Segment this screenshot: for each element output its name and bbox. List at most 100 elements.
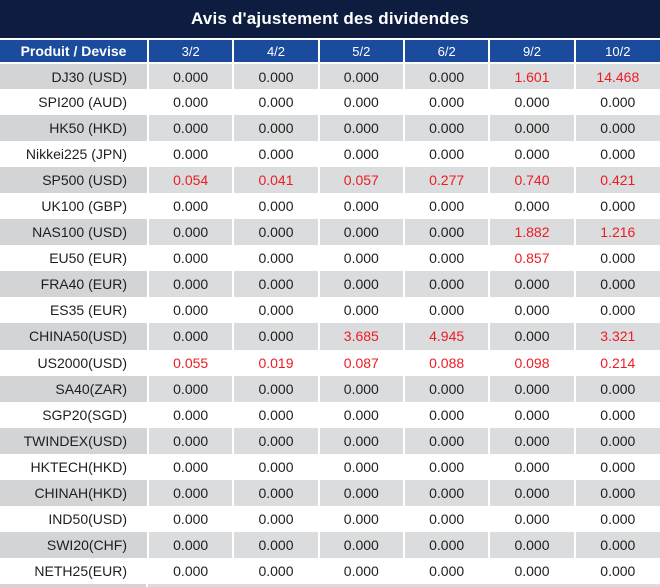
dividend-value-cell: 0.000	[403, 245, 491, 272]
dividend-value-cell: 0.000	[489, 193, 576, 220]
dividend-value-cell: 0.000	[318, 115, 405, 142]
dividend-value-cell: 0.000	[318, 219, 405, 246]
table-row: SPI200 (AUD) 0.000 0.000 0.000 0.000 0.000 0.0…	[0, 89, 660, 116]
dividend-value-cell: 0.000	[318, 297, 405, 324]
dividend-value-cell: 0.000	[318, 375, 405, 402]
dividend-value-cell: 0.000	[403, 557, 491, 584]
product-label: SWI20(CHF)	[0, 531, 149, 558]
dividend-value-cell: 0.000	[318, 63, 405, 90]
dividend-value-cell: 0.000	[233, 453, 320, 480]
product-label: IND50(USD)	[0, 505, 149, 532]
dividend-value-cell: 0.000	[574, 505, 660, 532]
table-row: ES35 (EUR) 0.000 0.000 0.000 0.000 0.000 0.000	[0, 297, 660, 324]
table-row: NAS100 (USD) 0.000 0.000 0.000 0.000 1.882 1.2…	[0, 219, 660, 246]
dividend-value-cell: 0.000	[403, 479, 491, 506]
column-header-product: Produit / Devise	[0, 38, 149, 64]
dividend-value-cell: 0.000	[318, 141, 405, 168]
dividend-value-cell: 0.000	[489, 479, 576, 506]
dividend-value-cell: 0.000	[233, 557, 320, 584]
product-label: SP500 (USD)	[0, 167, 149, 194]
dividend-value-cell: 0.000	[403, 375, 491, 402]
dividend-value-cell: 0.000	[403, 89, 491, 116]
bottom-strip-label-segment	[0, 583, 148, 587]
dividend-value-cell: 0.000	[574, 193, 660, 220]
product-label: NAS100 (USD)	[0, 219, 149, 246]
dividend-value-cell: 0.000	[233, 375, 320, 402]
dividend-value-cell: 0.000	[148, 401, 235, 428]
dividend-value-cell: 0.000	[233, 245, 320, 272]
dividend-value-cell: 0.000	[148, 193, 235, 220]
dividend-value-cell: 4.945	[403, 323, 491, 350]
dividend-value-cell: 0.000	[489, 297, 576, 324]
table-row: IND50(USD) 0.000 0.000 0.000 0.000 0.000 0.000	[0, 505, 660, 532]
dividend-value-cell: 0.000	[574, 271, 660, 298]
dividend-value-cell: 0.000	[489, 401, 576, 428]
dividend-value-cell: 0.000	[403, 271, 491, 298]
dividends-table: Produit / Devise 3/2 4/2 5/2 6/2 9/2 10/2 DJ3…	[0, 38, 660, 584]
product-label: DJ30 (USD)	[0, 63, 149, 90]
product-label: US2000(USD)	[0, 349, 149, 376]
dividend-value-cell: 0.000	[318, 193, 405, 220]
table-row: UK100 (GBP) 0.000 0.000 0.000 0.000 0.000 0.00…	[0, 193, 660, 220]
product-label: NETH25(EUR)	[0, 557, 149, 584]
dividend-value-cell: 0.098	[489, 349, 576, 376]
table-row: SWI20(CHF) 0.000 0.000 0.000 0.000 0.000 0.000	[0, 531, 660, 558]
header-row: Produit / Devise 3/2 4/2 5/2 6/2 9/2 10/2	[0, 38, 660, 64]
dividend-value-cell: 1.601	[489, 63, 576, 90]
product-label: SA40(ZAR)	[0, 375, 149, 402]
table-body: DJ30 (USD) 0.000 0.000 0.000 0.000 1.601 14.46…	[0, 63, 660, 584]
dividend-value-cell: 0.000	[574, 479, 660, 506]
dividend-value-cell: 0.000	[403, 115, 491, 142]
product-label: SPI200 (AUD)	[0, 89, 149, 116]
dividend-value-cell: 0.000	[489, 141, 576, 168]
dividend-value-cell: 0.000	[489, 89, 576, 116]
dividend-value-cell: 0.000	[318, 271, 405, 298]
table-row: SA40(ZAR) 0.000 0.000 0.000 0.000 0.000 0.000	[0, 375, 660, 402]
dividend-value-cell: 0.000	[489, 115, 576, 142]
product-label: CHINAH(HKD)	[0, 479, 149, 506]
dividend-value-cell: 0.000	[148, 479, 235, 506]
dividend-value-cell: 0.055	[148, 349, 235, 376]
dividend-value-cell: 0.000	[403, 219, 491, 246]
dividend-value-cell: 0.277	[403, 167, 491, 194]
dividend-value-cell: 0.000	[489, 531, 576, 558]
dividend-value-cell: 0.000	[489, 453, 576, 480]
dividend-value-cell: 0.857	[489, 245, 576, 272]
dividend-value-cell: 0.000	[403, 453, 491, 480]
dividend-value-cell: 0.000	[489, 427, 576, 454]
product-label: Nikkei225 (JPN)	[0, 141, 149, 168]
dividend-value-cell: 0.000	[233, 401, 320, 428]
dividend-value-cell: 1.216	[574, 219, 660, 246]
product-label: SGP20(SGD)	[0, 401, 149, 428]
dividend-value-cell: 0.000	[148, 115, 235, 142]
dividend-value-cell: 0.000	[403, 531, 491, 558]
dividend-value-cell: 0.000	[574, 375, 660, 402]
dividend-value-cell: 0.000	[318, 557, 405, 584]
product-label: EU50 (EUR)	[0, 245, 149, 272]
dividend-value-cell: 0.000	[233, 531, 320, 558]
dividend-value-cell: 0.000	[489, 375, 576, 402]
table-row: HK50 (HKD) 0.000 0.000 0.000 0.000 0.000 0.000	[0, 115, 660, 142]
table-row: US2000(USD) 0.055 0.019 0.087 0.088 0.098 0.21…	[0, 349, 660, 376]
dividend-value-cell: 0.000	[574, 245, 660, 272]
dividend-value-cell: 0.000	[233, 141, 320, 168]
dividend-value-cell: 0.000	[403, 193, 491, 220]
dividend-value-cell: 0.000	[148, 245, 235, 272]
column-header-date: 10/2	[574, 38, 660, 64]
dividend-value-cell: 0.000	[489, 323, 576, 350]
dividend-value-cell: 0.000	[318, 479, 405, 506]
dividend-value-cell: 0.214	[574, 349, 660, 376]
dividend-value-cell: 0.000	[403, 401, 491, 428]
product-label: HKTECH(HKD)	[0, 453, 149, 480]
dividend-value-cell: 0.000	[574, 427, 660, 454]
dividend-value-cell: 0.000	[574, 141, 660, 168]
dividend-value-cell: 0.000	[574, 297, 660, 324]
column-header-date: 4/2	[233, 38, 320, 64]
dividend-value-cell: 0.041	[233, 167, 320, 194]
table-row: SGP20(SGD) 0.000 0.000 0.000 0.000 0.000 0.000	[0, 401, 660, 428]
table-row: Nikkei225 (JPN) 0.000 0.000 0.000 0.000 0.000…	[0, 141, 660, 168]
dividend-value-cell: 0.000	[403, 63, 491, 90]
dividend-value-cell: 0.000	[489, 505, 576, 532]
dividend-value-cell: 0.000	[489, 271, 576, 298]
